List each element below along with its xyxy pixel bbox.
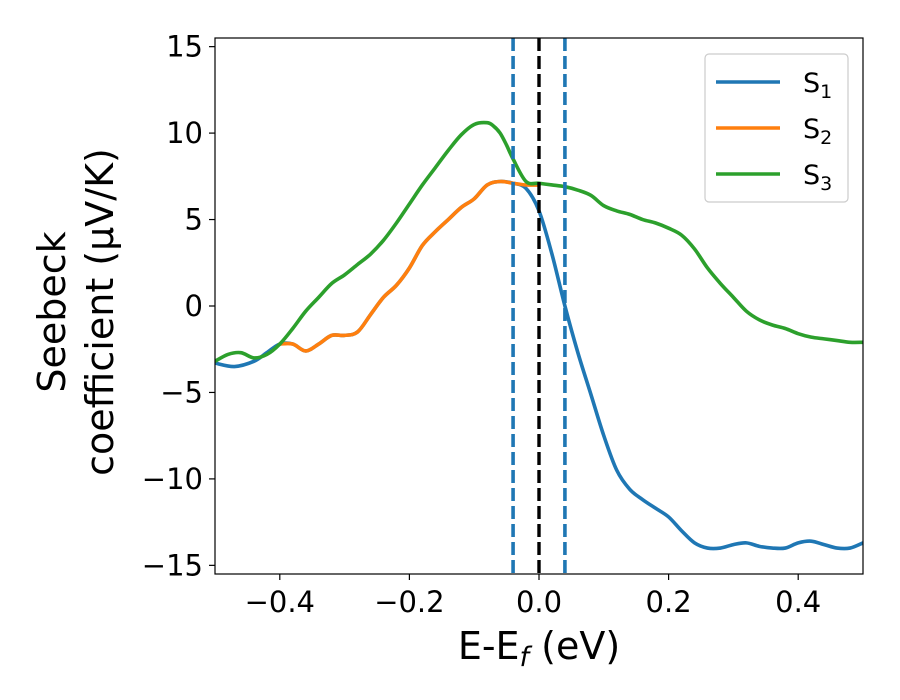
y-axis-ticks: −15 −10 −5 0 5 10 15	[142, 30, 215, 582]
x-axis-label-main: E-E	[458, 624, 520, 668]
x-tick-label: 0.4	[775, 585, 821, 619]
y-tick-label: 5	[185, 203, 203, 237]
x-tick-label: 0.0	[516, 585, 562, 619]
y-tick-label: 15	[166, 30, 203, 64]
legend: S1 S2 S3	[704, 53, 849, 203]
y-axis-label-line1: Seebeck	[30, 231, 74, 392]
series-line-s2	[278, 179, 541, 353]
y-tick-label: −15	[142, 548, 203, 582]
y-axis-label-line2: coefficient (μV/K)	[78, 148, 122, 476]
x-axis-ticks: −0.4 −0.2 0.0 0.2 0.4	[245, 574, 821, 619]
y-tick-label: 10	[166, 116, 203, 150]
y-tick-label: −5	[160, 375, 203, 409]
legend-label-s1: S1	[803, 68, 832, 103]
reference-lines	[511, 38, 567, 574]
x-tick-label: 0.2	[646, 585, 692, 619]
series-layer	[215, 120, 863, 551]
legend-entries: S1 S2 S3	[716, 68, 832, 195]
x-axis-label-unit: (eV)	[529, 624, 620, 668]
legend-label-s2: S2	[803, 114, 832, 149]
legend-label-s3: S3	[803, 160, 832, 195]
y-tick-label: −10	[142, 462, 203, 496]
x-tick-label: −0.4	[245, 585, 315, 619]
x-axis-label: E-Ef (eV)	[458, 624, 620, 673]
x-tick-label: −0.2	[374, 585, 444, 619]
series-line-s3	[215, 120, 863, 364]
y-tick-label: 0	[185, 289, 203, 323]
